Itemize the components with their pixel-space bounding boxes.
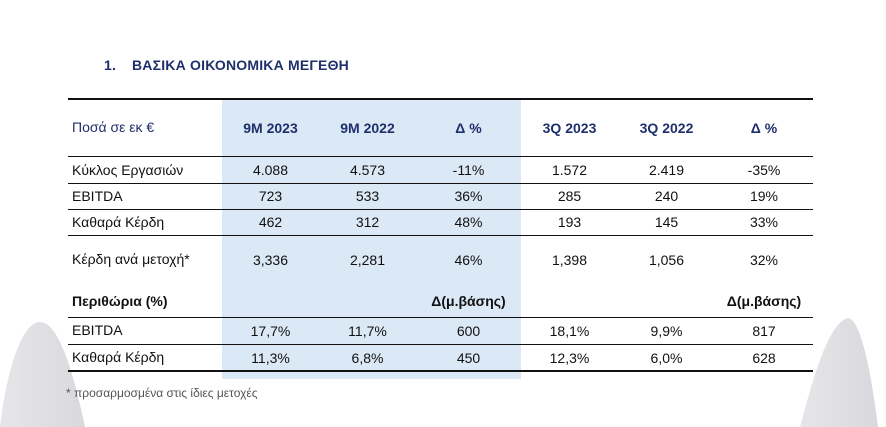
table-bottom-rule bbox=[68, 370, 813, 372]
table-cell: 1,398 bbox=[551, 251, 588, 268]
table-cell: 533 bbox=[355, 188, 380, 204]
table-row: Καθαρά Κέρδη 462 312 48% 193 145 33% bbox=[68, 210, 813, 234]
table-cell: 2.419 bbox=[648, 162, 685, 178]
table-row: Κύκλος Εργασιών 4.088 4.573 -11% 1.572 2… bbox=[68, 158, 813, 182]
table-cell: 33% bbox=[749, 214, 779, 230]
table-cell: 312 bbox=[355, 214, 380, 230]
table-cell: 3,336 bbox=[252, 251, 289, 268]
header-cell: Δ % bbox=[455, 119, 482, 136]
table-cell: 11,7% bbox=[348, 322, 387, 339]
row-label: Κέρδη ανά μετοχή* bbox=[72, 251, 190, 267]
table-cell: 36% bbox=[454, 188, 483, 204]
table-cell: 17,7% bbox=[250, 322, 291, 339]
header-cell: 3Q 2022 bbox=[639, 119, 694, 136]
table-cell: 4.088 bbox=[252, 162, 289, 178]
table-cell: 600 bbox=[456, 322, 481, 339]
table-cell: 12,3% bbox=[549, 349, 590, 366]
row-rule bbox=[68, 209, 813, 210]
row-rule bbox=[68, 183, 813, 184]
table-cell: 145 bbox=[654, 214, 679, 230]
row-rule bbox=[68, 235, 813, 236]
table-cell: 285 bbox=[557, 188, 582, 204]
table-cell: 1.572 bbox=[551, 162, 588, 178]
header-cell: 9M 2023 bbox=[243, 119, 298, 136]
table-row: EBITDA 17,7% 11,7% 600 18,1% 9,9% 817 bbox=[68, 318, 813, 343]
table-cell: -35% bbox=[747, 162, 781, 178]
row-label: Κύκλος Εργασιών bbox=[72, 161, 184, 178]
row-rule bbox=[68, 317, 813, 318]
basis-points-header: Δ(μ.βάσης) bbox=[431, 293, 506, 309]
footnote: * προσαρμοσμένα στις ίδιες μετοχές bbox=[66, 386, 258, 400]
row-label: Καθαρά Κέρδη bbox=[72, 213, 165, 230]
table-cell: 817 bbox=[752, 322, 776, 339]
table-cell: 2,281 bbox=[349, 251, 386, 268]
basis-points-header: Δ(μ.βάσης) bbox=[726, 293, 802, 309]
table-cell: 19% bbox=[749, 188, 779, 204]
table-cell: 4.573 bbox=[349, 162, 386, 178]
table-cell: 48% bbox=[454, 214, 483, 230]
table-cell: 46% bbox=[454, 251, 483, 268]
table-cell: 462 bbox=[258, 214, 283, 230]
section-heading: 1. ΒΑΣΙΚΑ ΟΙΚΟΝΟΜΙΚΑ ΜΕΓΕΘΗ bbox=[104, 57, 349, 73]
table-cell: 6,0% bbox=[650, 349, 683, 366]
table-header-row: Ποσά σε εκ € 9M 2023 9M 2022 Δ % 3Q 2023… bbox=[68, 100, 813, 155]
table-cell: 11,3% bbox=[251, 349, 290, 366]
header-cell: Ποσά σε εκ € bbox=[72, 119, 155, 135]
table-cell: -11% bbox=[452, 162, 485, 178]
table-row: EBITDA 723 533 36% 285 240 19% bbox=[68, 184, 813, 208]
table-cell: 6,8% bbox=[351, 349, 384, 366]
header-cell: 9M 2022 bbox=[340, 119, 395, 136]
margins-header-row: Περιθώρια (%) Δ(μ.βάσης) Δ(μ.βάσης) bbox=[68, 287, 813, 315]
section-number: 1. bbox=[104, 57, 117, 73]
nine-month-highlight bbox=[222, 98, 521, 379]
table-row: Καθαρά Κέρδη 11,3% 6,8% 450 12,3% 6,0% 6… bbox=[68, 345, 813, 370]
table-row: Κέρδη ανά μετοχή* 3,336 2,281 46% 1,398 … bbox=[68, 237, 813, 282]
table-cell: 450 bbox=[456, 349, 481, 366]
header-cell: 3Q 2023 bbox=[542, 119, 597, 136]
table-cell: 723 bbox=[258, 188, 283, 204]
table-cell: 1,056 bbox=[648, 251, 685, 268]
margins-label: Περιθώρια (%) bbox=[72, 292, 168, 309]
table-cell: 18,1% bbox=[549, 322, 590, 339]
row-rule bbox=[68, 344, 813, 345]
row-label: Καθαρά Κέρδη bbox=[72, 349, 165, 365]
header-cell: Δ % bbox=[750, 119, 778, 136]
header-rule bbox=[68, 156, 813, 157]
table-cell: 193 bbox=[557, 214, 582, 230]
row-label: EBITDA bbox=[72, 187, 123, 204]
row-label: EBITDA bbox=[72, 322, 123, 338]
table-cell: 9,9% bbox=[650, 322, 683, 339]
table-cell: 240 bbox=[654, 188, 679, 204]
table-cell: 628 bbox=[752, 349, 776, 366]
section-title: ΒΑΣΙΚΑ ΟΙΚΟΝΟΜΙΚΑ ΜΕΓΕΘΗ bbox=[132, 57, 349, 73]
table-cell: 32% bbox=[749, 251, 779, 268]
table-top-rule bbox=[68, 98, 813, 100]
